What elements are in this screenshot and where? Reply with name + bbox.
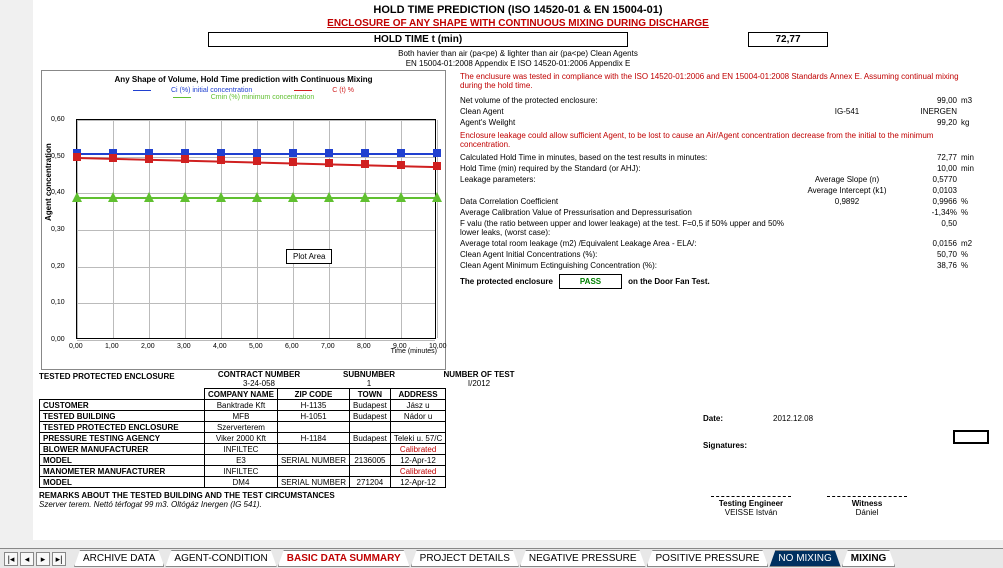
pass-pre: The protected enclosure [460,277,553,286]
pass-row: The protected enclosure PASS on the Door… [460,274,979,289]
data-row: Hold Time (min) required by the Standard… [460,164,979,173]
table-row[interactable]: BLOWER MANUFACTURERINFILTECCalibrated [40,444,446,455]
x-tick: 0,00 [69,343,83,350]
nav-next[interactable]: ▸ [36,552,50,566]
table-row[interactable]: PRESSURE TESTING AGENCYViker 2000 KftH-1… [40,433,446,444]
right-panel: The enclusure was tested in compliance w… [446,68,1003,370]
nav-last[interactable]: ▸| [52,552,66,566]
title-2: ENCLOSURE OF ANY SHAPE WITH CONTINUOUS M… [33,18,1003,29]
x-tick: 7,00 [321,343,335,350]
data-row: Data Correlation Coefficient0,98920,9966… [460,197,979,206]
table-row[interactable]: MODELE3SERIAL NUMBER213600512-Apr-12 [40,455,446,466]
y-tick: 0,00 [51,336,65,343]
x-tick: 5,00 [249,343,263,350]
tab-nav[interactable]: |◂ ◂ ▸ ▸| [0,552,70,566]
sig2-title: Witness [819,499,915,508]
legend-c: Cmin (%) minimum concentration [211,94,314,101]
val-num: I/2012 [424,379,534,388]
hd-num: NUMBER OF TEST [424,370,534,379]
val-contract: 3-24-058 [204,379,314,388]
sheet-tab[interactable]: ARCHIVE DATA [74,550,164,567]
x-tick: 2,00 [141,343,155,350]
nav-prev[interactable]: ◂ [20,552,34,566]
plot-area-caption: Plot Area [286,249,332,264]
data-row: Calculated Hold Time in minutes, based o… [460,153,979,162]
table-row[interactable]: TESTED BUILDINGMFBH-1051BudapestNádor u [40,411,446,422]
y-axis-label: Agent concentration [44,143,53,221]
table-row[interactable]: TESTED PROTECTED ENCLOSURESzerverterem [40,422,446,433]
sheet-tab[interactable]: NEGATIVE PRESSURE [520,550,646,567]
data-row: F valu (the ratio between upper and lowe… [460,219,979,237]
legend-a: Ci (%) initial concentration [171,87,252,94]
compliance-note: The enclusure was tested in compliance w… [460,72,979,90]
leakage-note: Enclosure leakage could allow sufficient… [460,131,979,149]
tabs[interactable]: ARCHIVE DATAAGENT-CONDITIONBASIC DATA SU… [74,550,896,567]
sig2-name: Dániel [819,508,915,517]
sig2-line [827,496,907,497]
date-label: Date: [703,414,773,423]
table-row[interactable]: CUSTOMERBanktrade KftH-1135BudapestJász … [40,400,446,411]
data-row: Clean AgentIG-541INERGEN [460,107,979,116]
chart-title: Any Shape of Volume, Hold Time predictio… [42,75,445,84]
worksheet: HOLD TIME PREDICTION (ISO 14520-01 & EN … [33,0,1003,540]
nav-first[interactable]: |◂ [4,552,18,566]
sheet-tab[interactable]: PROJECT DETAILS [411,550,519,567]
x-tick: 4,00 [213,343,227,350]
drawing-shape[interactable] [953,430,989,444]
pass-box: PASS [559,274,622,289]
chart[interactable]: Any Shape of Volume, Hold Time predictio… [41,70,446,370]
sheet-tab[interactable]: BASIC DATA SUMMARY [278,550,410,567]
x-tick: 8,00 [357,343,371,350]
y-tick: 0,40 [51,189,65,196]
date-sign-block: Date:2012.12.08 Signatures: Testing Engi… [703,414,915,517]
signatures-label: Signatures: [703,441,915,450]
data-row: Average Calibration Value of Pressurisat… [460,208,979,217]
pass-post: on the Door Fan Test. [628,277,710,286]
holdtime-label: HOLD TIME t (min) [208,32,628,47]
sheet-tab[interactable]: MIXING [842,550,896,567]
data-row: Leakage parameters:Average Slope (n)0,57… [460,175,979,184]
x-tick: 3,00 [177,343,191,350]
x-tick: 1,00 [105,343,119,350]
holdtime-row: HOLD TIME t (min) 72,77 [33,32,1003,47]
y-tick: 0,30 [51,226,65,233]
data-row: Average total room leakage (m2) /Equival… [460,239,979,248]
sheet-tabstrip[interactable]: |◂ ◂ ▸ ▸| ARCHIVE DATAAGENT-CONDITIONBAS… [0,548,1003,568]
sheet-tab[interactable]: AGENT-CONDITION [165,550,276,567]
legend-b: C (t) % [332,87,354,94]
x-axis-label: Time (minutes) [391,348,437,355]
hd-sub: SUBNUMBER [314,370,424,379]
sig1-title: Testing Engineer [703,499,799,508]
data-row: Average Intercept (k1)0,0103 [460,186,979,195]
date-value: 2012.12.08 [773,414,813,423]
hd-contract: CONTRACT NUMBER [204,370,314,379]
sig1-line [711,496,791,497]
appendix: EN 15004-01:2008 Appendix E ISO 14520-01… [33,59,1003,68]
x-tick: 6,00 [285,343,299,350]
plot-area: 0,000,100,200,300,400,500,600,001,002,00… [76,119,436,339]
chart-legend: Ci (%) initial concentration C (t) % Cmi… [42,87,445,101]
data-row: Clean Agent Initial Concentrations (%):5… [460,250,979,259]
table-row[interactable]: MODELDM4SERIAL NUMBER27120412-Apr-12 [40,477,446,488]
holdtime-value: 72,77 [748,32,828,47]
sheet-tab[interactable]: POSITIVE PRESSURE [647,550,769,567]
y-tick: 0,10 [51,299,65,306]
sheet-tab[interactable]: NO MIXING [769,550,840,567]
table-row[interactable]: MANOMETER MANUFACTURERINFILTECCalibrated [40,466,446,477]
data-row: Clean Agent Minimum Ectinguishing Concen… [460,261,979,270]
tested-enclosure-label: TESTED PROTECTED ENCLOSURE [39,372,204,388]
sub-note: Both havier than air (pa<pe) & lighter t… [33,49,1003,58]
y-tick: 0,50 [51,153,65,160]
info-table[interactable]: COMPANY NAMEZIP CODETOWNADDRESSCUSTOMERB… [39,388,446,488]
sig1-name: VEISSE István [703,508,799,517]
val-sub: 1 [314,379,424,388]
data-row: Agent's Weilght99,20kg [460,118,979,127]
y-tick: 0,20 [51,263,65,270]
data-row: Net volume of the protected enclosure:99… [460,96,979,105]
y-tick: 0,60 [51,116,65,123]
title-1: HOLD TIME PREDICTION (ISO 14520-01 & EN … [33,4,1003,16]
